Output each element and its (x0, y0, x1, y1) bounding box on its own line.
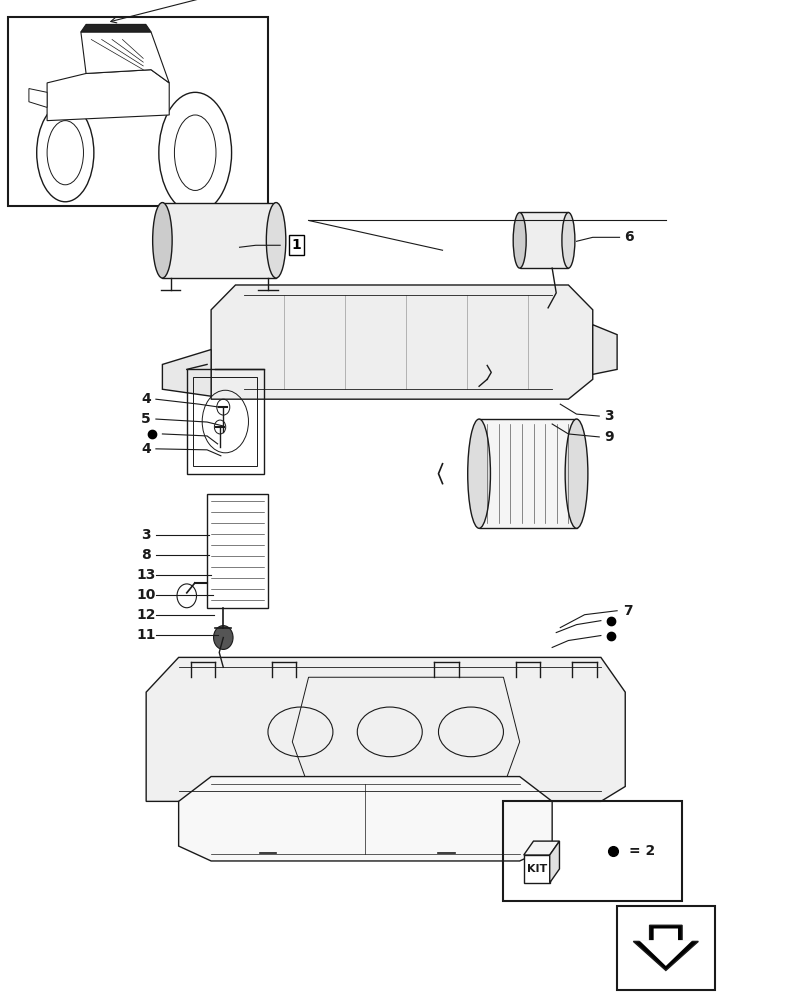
Polygon shape (478, 419, 576, 528)
Text: 4: 4 (141, 392, 151, 406)
Polygon shape (162, 350, 211, 396)
Bar (616, 906, 714, 990)
Text: 12: 12 (136, 608, 156, 622)
Text: 5: 5 (141, 412, 151, 426)
Ellipse shape (467, 419, 490, 528)
Text: 13: 13 (136, 568, 156, 582)
Polygon shape (211, 285, 592, 399)
Polygon shape (519, 212, 568, 268)
Text: 7: 7 (622, 604, 632, 618)
Text: 4: 4 (141, 442, 151, 456)
Ellipse shape (152, 203, 172, 278)
Ellipse shape (213, 626, 233, 649)
Bar (8, 17, 268, 206)
Polygon shape (638, 928, 692, 966)
Polygon shape (549, 841, 559, 883)
Polygon shape (592, 325, 616, 374)
Text: 9: 9 (603, 430, 613, 444)
Bar (207, 494, 268, 608)
Polygon shape (81, 32, 169, 83)
Ellipse shape (561, 212, 574, 268)
Bar (503, 801, 681, 901)
Text: 10: 10 (136, 588, 156, 602)
Polygon shape (633, 925, 697, 970)
Text: 1: 1 (291, 238, 301, 252)
Text: KIT: KIT (526, 864, 546, 874)
Ellipse shape (266, 203, 285, 278)
Polygon shape (81, 24, 151, 32)
Ellipse shape (513, 212, 526, 268)
Text: 3: 3 (603, 409, 613, 423)
Polygon shape (146, 657, 624, 801)
Text: 6: 6 (624, 230, 633, 244)
Polygon shape (47, 70, 169, 121)
Text: = 2: = 2 (629, 844, 654, 858)
Polygon shape (29, 89, 47, 107)
Text: 11: 11 (136, 628, 156, 642)
Text: 3: 3 (141, 528, 151, 542)
Polygon shape (162, 203, 276, 278)
Bar (193, 377, 257, 466)
Ellipse shape (564, 419, 587, 528)
Polygon shape (523, 841, 559, 855)
Bar (187, 369, 264, 474)
Polygon shape (178, 777, 551, 861)
Text: 8: 8 (141, 548, 151, 562)
Polygon shape (523, 855, 549, 883)
